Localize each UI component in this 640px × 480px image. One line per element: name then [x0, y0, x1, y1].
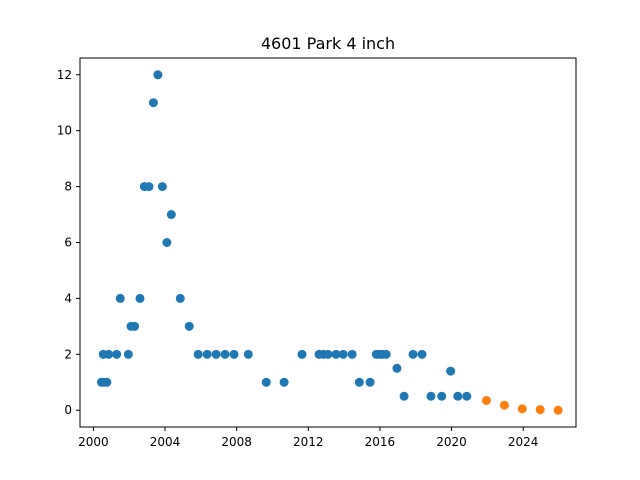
data-point [408, 349, 418, 359]
data-point [193, 349, 203, 359]
data-point [331, 349, 341, 359]
data-point [229, 349, 239, 359]
data-point [130, 321, 140, 331]
data-point [162, 238, 172, 247]
x-tick-label: 2004 [150, 435, 181, 449]
data-point [347, 349, 357, 359]
data-point [437, 391, 447, 401]
data-point [112, 349, 122, 359]
data-point [220, 349, 230, 359]
data-point [157, 182, 167, 192]
data-point [166, 210, 176, 220]
data-point [184, 321, 194, 331]
data-point [115, 293, 125, 303]
data-point [279, 377, 289, 387]
data-point [144, 182, 154, 192]
data-point [297, 349, 307, 359]
y-tick-label: 8 [64, 180, 72, 194]
data-point [417, 349, 427, 359]
x-tick-label: 2012 [293, 435, 324, 449]
x-tick-label: 2000 [78, 435, 109, 449]
data-point [392, 363, 402, 373]
data-point [535, 405, 545, 415]
axis-ticks: 2000 2004 2008 2012 2016 2020 2024 0 2 4 6 8 10 12 [57, 68, 539, 449]
y-tick-label: 2 [64, 347, 72, 361]
y-tick-label: 12 [57, 68, 72, 82]
x-tick-label: 2024 [508, 435, 539, 449]
data-points [96, 70, 563, 415]
x-tick-label: 2008 [221, 435, 252, 449]
data-point [365, 377, 375, 387]
data-point [104, 349, 114, 359]
data-point [499, 400, 509, 410]
y-tick-label: 10 [57, 124, 72, 138]
data-point [323, 349, 333, 359]
y-tick-label: 4 [64, 291, 72, 305]
data-point [426, 391, 436, 401]
chart-title: 4601 Park 4 inch [261, 34, 395, 53]
y-tick-label: 6 [64, 236, 72, 250]
data-point [481, 395, 491, 405]
data-point [517, 404, 527, 414]
data-point [135, 293, 145, 303]
data-point [211, 349, 221, 359]
data-point [453, 391, 463, 401]
data-point [175, 293, 185, 303]
data-point [261, 377, 271, 387]
data-point [399, 391, 409, 401]
data-point [153, 70, 163, 80]
data-point [354, 377, 364, 387]
data-point [462, 391, 472, 401]
y-tick-label: 0 [64, 403, 72, 417]
data-point [553, 405, 563, 415]
data-point [148, 98, 158, 108]
data-point [381, 349, 391, 359]
data-point [102, 377, 112, 387]
x-tick-label: 2016 [365, 435, 396, 449]
data-point [202, 349, 212, 359]
plot-frame [79, 57, 577, 428]
x-tick-label: 2020 [436, 435, 467, 449]
data-point [123, 349, 133, 359]
data-point [338, 349, 348, 359]
data-point [446, 366, 456, 376]
data-point [243, 349, 253, 359]
